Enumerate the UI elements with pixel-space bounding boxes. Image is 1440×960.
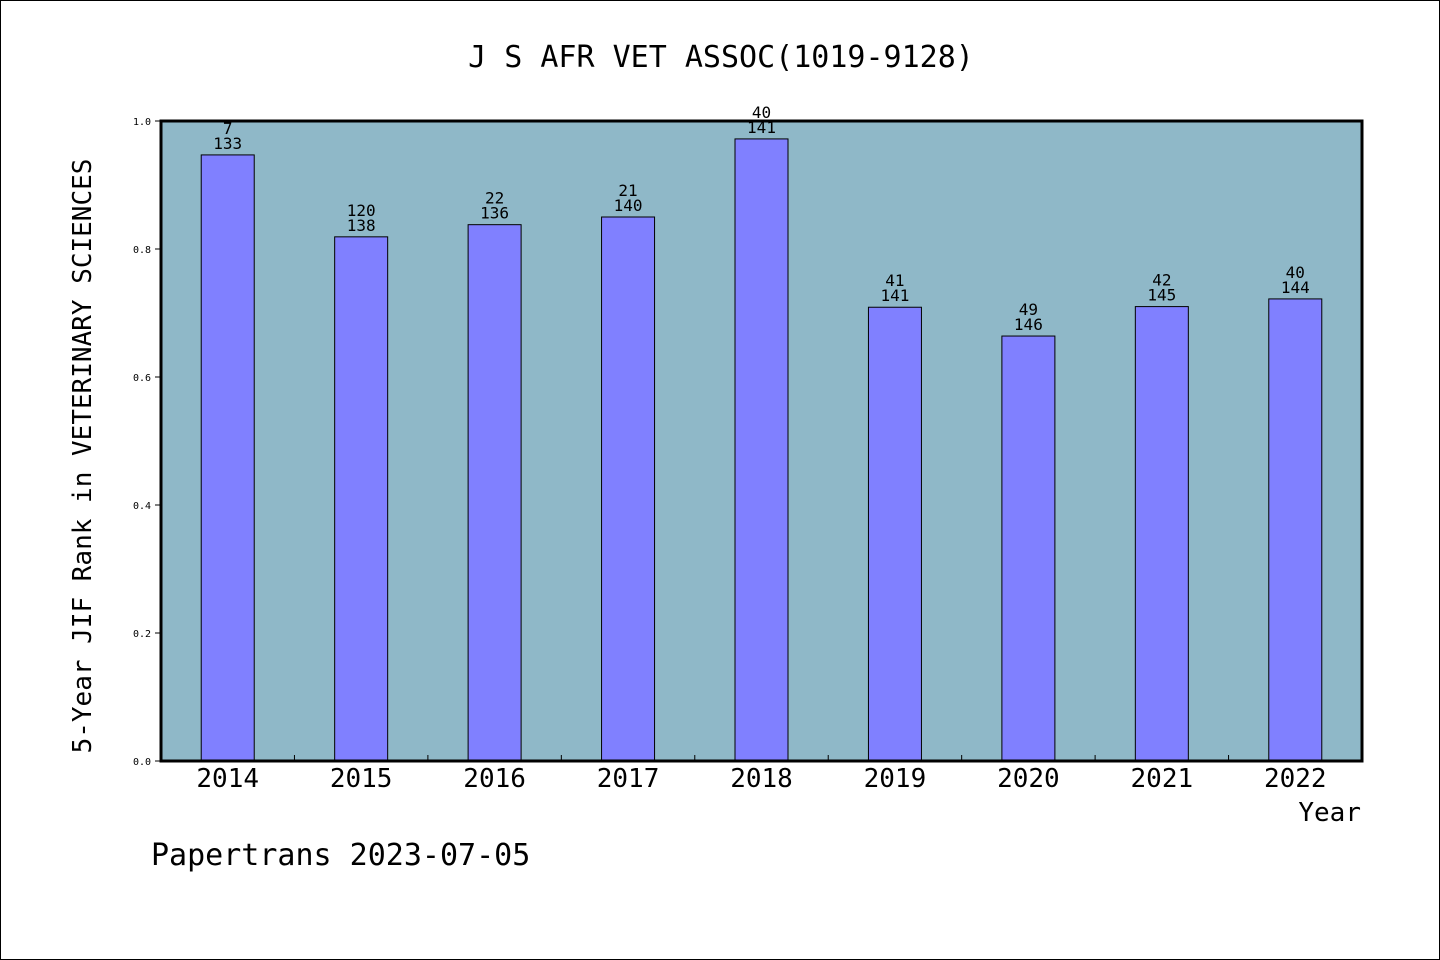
y-axis-ticks: 0.0 0.2 0.4 0.6 0.8 1.0 — [133, 117, 161, 768]
x-tick-label: 2021 — [1131, 764, 1194, 794]
bar-rank-label: 41 — [885, 271, 904, 290]
bar-2021 — [1134, 306, 1189, 762]
x-tick-label: 2015 — [330, 764, 393, 794]
y-tick-label: 0.4 — [133, 501, 151, 512]
plot-border — [159, 119, 1364, 763]
y-tick-label: 0.6 — [133, 373, 151, 384]
x-tick-label: 2017 — [597, 764, 660, 794]
bar-total-label: 141 — [747, 118, 776, 137]
bar-rank-label: 7 — [223, 119, 233, 138]
y-tick-label: 0.0 — [133, 757, 151, 768]
bars-group: 7133120138221362114040141411414914642145… — [200, 103, 1323, 762]
bar-rank-label: 40 — [752, 103, 771, 122]
bar-total-label: 145 — [1147, 286, 1176, 305]
bar-rank-label: 40 — [1286, 263, 1305, 282]
y-axis-label: 5-Year JIF Rank in VETERINARY SCIENCES — [68, 159, 98, 754]
bar-2015 — [334, 236, 389, 762]
bar-total-label: 133 — [213, 134, 242, 153]
bar-2014 — [200, 154, 255, 762]
bar-rank-label: 49 — [1019, 300, 1038, 319]
bar-rank-label: 21 — [618, 181, 637, 200]
bar-rank-label: 22 — [485, 189, 504, 208]
x-tick-label: 2014 — [196, 764, 259, 794]
bar-rank-label: 120 — [347, 201, 376, 220]
bar-total-label: 141 — [880, 286, 909, 305]
bar-total-label: 136 — [480, 204, 509, 223]
x-tick-label: 2016 — [463, 764, 526, 794]
bar-2022 — [1268, 298, 1323, 762]
bar-total-label: 146 — [1014, 315, 1043, 334]
x-tick-label: 2018 — [730, 764, 793, 794]
chart-title: J S AFR VET ASSOC(1019-9128) — [468, 40, 974, 75]
bar-2017 — [601, 216, 656, 762]
bar-total-label: 140 — [614, 196, 643, 215]
bar-total-label: 138 — [347, 216, 376, 235]
footer-credit: Papertrans 2023-07-05 — [151, 838, 530, 873]
x-axis-label: Year — [1298, 798, 1361, 828]
x-tick-label: 2020 — [997, 764, 1060, 794]
bar-2018 — [734, 138, 789, 762]
y-tick-label: 0.8 — [133, 245, 151, 256]
y-tick-label: 0.2 — [133, 629, 151, 640]
bar-2019 — [867, 306, 922, 762]
bar-2016 — [467, 224, 522, 762]
y-tick-label: 1.0 — [133, 117, 151, 128]
bar-2020 — [1001, 335, 1056, 762]
bar-total-label: 144 — [1281, 278, 1310, 297]
x-tick-label: 2019 — [864, 764, 927, 794]
bar-rank-label: 42 — [1152, 271, 1171, 290]
x-axis-ticks: 2014 2015 2016 2017 2018 2019 2020 2021 2022 — [196, 755, 1327, 794]
x-tick-label: 2022 — [1264, 764, 1327, 794]
